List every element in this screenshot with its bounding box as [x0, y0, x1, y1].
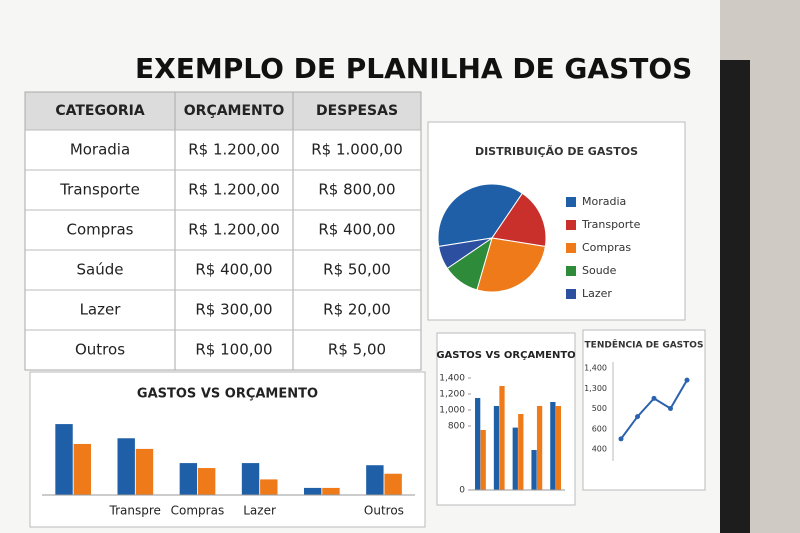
chart-title: TENDÊNCIA DE GASTOS	[585, 339, 704, 351]
bar	[366, 465, 384, 495]
column-header: ORÇAMENTO	[184, 103, 285, 119]
pie-slice	[491, 192, 547, 248]
bar	[322, 487, 340, 495]
legend-swatch	[566, 197, 576, 207]
point	[684, 377, 690, 383]
x-tick-label: Lazer	[243, 504, 276, 518]
table-cell: R$ 1.200,00	[188, 181, 280, 199]
bar	[117, 438, 135, 495]
table-cell: R$ 50,00	[323, 261, 391, 279]
y-axis-label: 600	[592, 424, 607, 433]
table-cell: Transporte	[59, 181, 140, 199]
panel	[29, 371, 426, 528]
table-cell: Outros	[75, 341, 125, 359]
table-cell: Lazer	[80, 301, 122, 319]
table-cell: R$ 800,00	[318, 181, 395, 199]
legend-swatch	[566, 266, 576, 276]
legend-label: Compras	[582, 241, 631, 254]
bar	[499, 386, 505, 490]
bar	[531, 450, 537, 490]
y-tick-label: 1,400	[439, 374, 465, 384]
bar	[55, 424, 73, 495]
pie-slice	[476, 237, 546, 293]
table-cell: R$ 400,00	[318, 221, 395, 239]
y-tick-label: 1,000	[439, 406, 465, 416]
point	[618, 436, 624, 442]
legend-swatch	[566, 289, 576, 299]
bar	[260, 479, 278, 495]
table-frame	[24, 91, 422, 371]
y-axis-label: 1,300	[584, 384, 607, 393]
pie-slice	[437, 183, 524, 248]
y-axis-label: 1,400	[584, 364, 607, 373]
legend-swatch	[566, 220, 576, 230]
table-cell: R$ 20,00	[323, 301, 391, 319]
y-tick-label: 1,200	[439, 390, 465, 400]
bar	[550, 402, 556, 490]
column-header: CATEGORIA	[55, 103, 145, 119]
bar	[555, 406, 562, 490]
bar	[475, 398, 481, 490]
bar	[303, 487, 322, 495]
y-axis-label: 500	[592, 404, 607, 413]
bar	[241, 463, 260, 495]
chart-title: GASTOS VS ORÇAMENTO	[137, 387, 318, 402]
bar	[135, 448, 154, 495]
table-cell: R$ 300,00	[195, 301, 272, 319]
legend-label: Transporte	[581, 218, 641, 231]
page-title: EXEMPLO DE PLANILHA DE GASTOS	[135, 52, 692, 85]
table-cell: R$ 1.000,00	[311, 141, 403, 159]
y-tick-label: 800	[448, 422, 465, 432]
bar	[493, 406, 500, 490]
y-axis-label: 400	[592, 445, 607, 454]
table-cell: Compras	[67, 221, 134, 239]
bar	[480, 430, 486, 490]
table-cell: R$ 100,00	[195, 341, 272, 359]
table-cell: R$ 400,00	[195, 261, 272, 279]
point	[651, 395, 657, 401]
pie-slice	[438, 237, 493, 270]
point	[635, 414, 640, 420]
table-cell: Moradia	[70, 141, 130, 159]
bar	[73, 443, 92, 495]
bar	[512, 427, 518, 490]
table-cell: R$ 5,00	[328, 341, 386, 359]
x-tick-label: Outros	[364, 504, 404, 518]
legend-label: Moradia	[582, 195, 626, 208]
table-header	[24, 91, 422, 131]
bezel	[720, 60, 750, 533]
legend-label: Lazer	[582, 287, 612, 300]
y-tick-label: 0	[459, 486, 465, 496]
table-cell: Saúde	[77, 261, 124, 279]
bar	[518, 414, 524, 490]
chart-title: GASTOS VS ORÇAMENTO	[436, 350, 575, 361]
bar	[197, 468, 216, 495]
table-cell: R$ 1.200,00	[188, 221, 280, 239]
x-tick-label: Transpre	[109, 504, 161, 518]
chart-title: DISTRIBUIÇÃO DE GASTOS	[475, 145, 638, 158]
column-header: DESPESAS	[316, 103, 398, 119]
table-cell: R$ 1.200,00	[188, 141, 280, 159]
legend-label: Soude	[582, 264, 617, 277]
bar	[536, 406, 543, 490]
bar	[384, 473, 402, 495]
point	[668, 406, 673, 411]
legend-swatch	[566, 243, 576, 253]
x-tick-label: Compras	[171, 504, 225, 518]
bar	[179, 463, 198, 495]
